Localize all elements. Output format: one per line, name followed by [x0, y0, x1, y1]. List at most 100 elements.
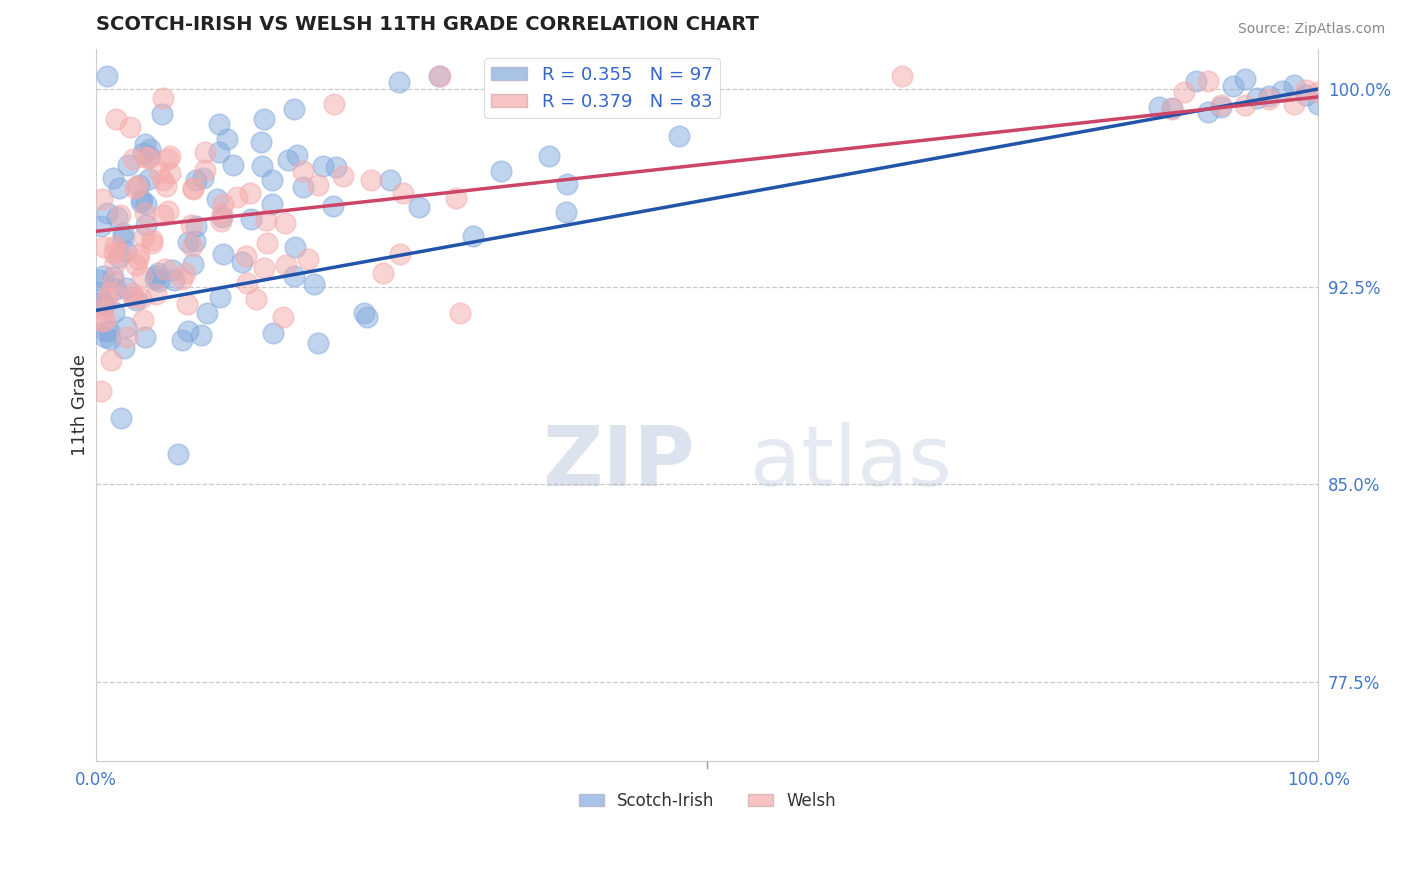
Point — [90, 384, 112, 398]
Point — [117, 158, 139, 172]
Point — [93, 301, 115, 316]
Point — [254, 213, 277, 227]
Point — [208, 117, 231, 131]
Point — [112, 230, 135, 244]
Point — [429, 69, 451, 83]
Point — [160, 263, 183, 277]
Point — [205, 193, 228, 207]
Point — [1308, 96, 1330, 111]
Point — [94, 324, 117, 338]
Point — [283, 268, 305, 283]
Point — [152, 90, 174, 104]
Point — [256, 235, 278, 250]
Point — [110, 410, 132, 425]
Point — [211, 197, 233, 211]
Point — [152, 173, 174, 187]
Point — [131, 291, 153, 305]
Text: ZIP: ZIP — [543, 422, 695, 503]
Point — [1271, 84, 1294, 98]
Point — [91, 314, 114, 328]
Point — [1222, 79, 1244, 94]
Point — [208, 290, 231, 304]
Point — [181, 257, 204, 271]
Y-axis label: 11th Grade: 11th Grade — [72, 354, 89, 456]
Point — [312, 159, 335, 173]
Point — [1209, 98, 1232, 112]
Point — [148, 274, 170, 288]
Point — [1209, 100, 1232, 114]
Point — [97, 324, 120, 338]
Point — [194, 145, 217, 160]
Point — [115, 330, 138, 344]
Point — [194, 162, 217, 177]
Point — [211, 207, 233, 221]
Point — [408, 200, 430, 214]
Point — [353, 306, 375, 320]
Point — [1308, 86, 1330, 100]
Point — [463, 229, 485, 244]
Point — [285, 148, 308, 162]
Point — [131, 268, 153, 283]
Point — [284, 240, 307, 254]
Point — [86, 285, 108, 300]
Point — [485, 69, 508, 83]
Point — [239, 186, 262, 201]
Point — [135, 196, 157, 211]
Point — [891, 69, 914, 83]
Point — [209, 214, 232, 228]
Point — [177, 235, 200, 249]
Point — [134, 137, 156, 152]
Point — [150, 107, 173, 121]
Point — [127, 252, 149, 266]
Point — [388, 75, 411, 89]
Point — [392, 186, 415, 200]
Point — [93, 240, 115, 254]
Point — [195, 306, 218, 320]
Point — [145, 272, 167, 286]
Point — [371, 266, 394, 280]
Point — [128, 178, 150, 193]
Point — [100, 352, 122, 367]
Point — [260, 197, 283, 211]
Point — [250, 135, 273, 149]
Point — [159, 148, 181, 162]
Point — [157, 152, 180, 166]
Point — [444, 191, 467, 205]
Point — [138, 148, 160, 162]
Point — [323, 97, 346, 112]
Point — [103, 170, 125, 185]
Point — [668, 129, 690, 144]
Point — [190, 328, 212, 343]
Point — [108, 208, 131, 222]
Text: SCOTCH-IRISH VS WELSH 11TH GRADE CORRELATION CHART: SCOTCH-IRISH VS WELSH 11TH GRADE CORRELA… — [96, 15, 759, 34]
Point — [274, 216, 297, 230]
Point — [172, 272, 194, 286]
Point — [129, 195, 152, 210]
Point — [1282, 78, 1305, 92]
Point — [148, 165, 170, 179]
Point — [307, 335, 329, 350]
Point — [105, 210, 128, 224]
Point — [91, 268, 114, 283]
Point — [125, 258, 148, 272]
Point — [271, 310, 294, 325]
Point — [217, 132, 239, 146]
Point — [1197, 105, 1219, 120]
Text: Source: ZipAtlas.com: Source: ZipAtlas.com — [1237, 22, 1385, 37]
Point — [1173, 85, 1195, 99]
Point — [236, 277, 259, 291]
Point — [211, 210, 233, 224]
Point — [360, 173, 382, 187]
Point — [297, 252, 319, 267]
Point — [91, 294, 114, 309]
Point — [146, 266, 169, 280]
Point — [98, 285, 121, 300]
Point — [1258, 92, 1281, 106]
Point — [103, 238, 125, 252]
Point — [180, 218, 202, 232]
Point — [177, 324, 200, 338]
Point — [138, 171, 160, 186]
Point — [163, 272, 186, 286]
Point — [1160, 101, 1182, 115]
Point — [1295, 87, 1317, 102]
